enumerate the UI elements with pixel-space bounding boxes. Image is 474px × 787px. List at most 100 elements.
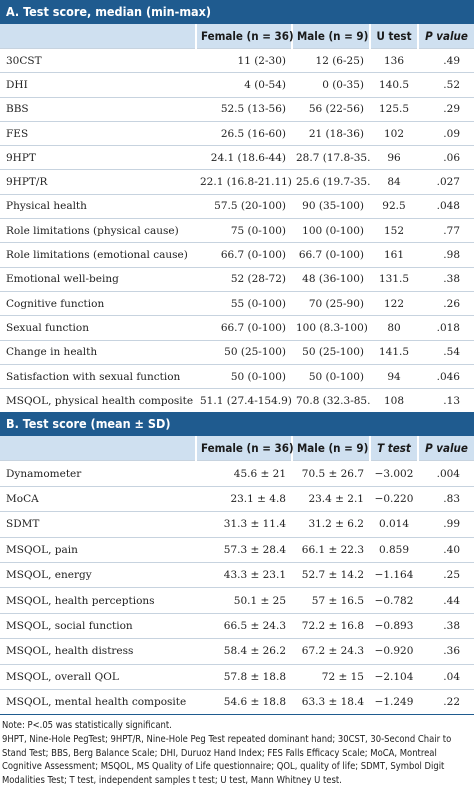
test-statistic: −0.220 xyxy=(370,485,418,512)
female-value: 11 (2-30) xyxy=(196,47,292,73)
test-statistic: −2.104 xyxy=(370,663,418,690)
female-value: 24.1 (18.6-44) xyxy=(196,145,292,170)
row-label: 30CST xyxy=(0,47,196,73)
male-value: 100 (0-100) xyxy=(292,218,370,243)
male-value: 0 (0-35) xyxy=(292,72,370,98)
table-row: BBS 52.5 (13-56) 56 (22-56) 125.5.29 xyxy=(0,96,474,122)
row-label: Change in health xyxy=(0,339,196,365)
male-value: 67.2 ± 24.3 xyxy=(292,638,370,665)
test-statistic: 125.5 xyxy=(370,96,418,122)
test-statistic: −1.164 xyxy=(370,562,418,588)
p-value: .018 xyxy=(418,315,474,341)
p-value: .29 xyxy=(418,96,474,122)
table-row: MoCA 23.1 ± 4.8 23.4 ± 2.1 −0.220.83 xyxy=(0,485,474,512)
p-value: .83 xyxy=(418,485,474,512)
table-row: Cognitive function 55 (0-100) 70 (25-90) 12… xyxy=(0,290,474,316)
test-statistic: 102 xyxy=(370,120,418,146)
female-value: 22.1 (16.8-21.11) xyxy=(196,169,292,195)
test-statistic: 140.5 xyxy=(370,72,418,98)
header-u-test: U test xyxy=(370,24,419,49)
test-statistic: −0.893 xyxy=(370,612,418,639)
p-value: .38 xyxy=(418,266,474,292)
male-value: 48 (36-100) xyxy=(292,266,370,292)
test-statistic: 84 xyxy=(370,169,418,195)
table-row: MSQOL, pain 57.3 ± 28.4 66.1 ± 22.3 0.859.4… xyxy=(0,536,474,563)
abbreviations-note: 9HPT, Nine-Hole PegTest; 9HPT/R, Nine-Ho… xyxy=(2,733,452,786)
p-value: .04 xyxy=(418,663,474,690)
header-female: Female (n = 36) xyxy=(196,436,294,461)
row-label: MoCA xyxy=(0,485,196,512)
table-row: Sexual function 66.7 (0-100) 100 (8.3-100)… xyxy=(0,315,474,341)
table-row: Role limitations (emotional cause) 66.7 (… xyxy=(0,242,474,268)
test-statistic: 94 xyxy=(370,363,418,389)
table-row: 30CST 11 (2-30) 12 (6-25) 136.49 xyxy=(0,47,474,73)
table-a: Female (n = 36) Male (n = 9) U test P va… xyxy=(0,24,474,413)
table-row: MSQOL, physical health composite 51.1 (27… xyxy=(0,388,474,413)
female-value: 45.6 ± 21 xyxy=(196,460,292,487)
table-row: 9HPT/R22.1 (16.8-21.11)25.6 (19.7-35.1)8… xyxy=(0,169,474,195)
row-label: 9HPT xyxy=(0,145,196,170)
female-value: 43.3 ± 23.1 xyxy=(196,562,292,588)
male-value: 28.7 (17.8-35.9) xyxy=(292,145,370,170)
male-value: 100 (8.3-100) xyxy=(292,315,370,341)
female-value: 52 (28-72) xyxy=(196,266,292,292)
header-male: Male (n = 9) xyxy=(292,24,371,49)
test-statistic: 96 xyxy=(370,145,418,170)
male-value: 90 (35-100) xyxy=(292,193,370,219)
male-value: 70.5 ± 26.7 xyxy=(292,460,370,487)
male-value: 66.7 (0-100) xyxy=(292,242,370,268)
table-notes: Note: P<.05 was statistically significan… xyxy=(0,714,474,787)
section-a-title: A. Test score, median (min-max) xyxy=(0,0,474,24)
female-value: 66.7 (0-100) xyxy=(196,242,292,268)
row-label: MSQOL, energy xyxy=(0,562,196,588)
header-male: Male (n = 9) xyxy=(292,436,371,461)
row-label: MSQOL, health distress xyxy=(0,638,196,665)
p-value: .49 xyxy=(418,47,474,73)
table-row: Role limitations (physical cause) 75 (0-1… xyxy=(0,218,474,243)
table-row: SDMT 31.3 ± 11.4 31.2 ± 6.2 0.014.99 xyxy=(0,511,474,538)
row-label: FES xyxy=(0,120,196,146)
p-value: .09 xyxy=(418,120,474,146)
female-value: 58.4 ± 26.2 xyxy=(196,638,292,665)
test-statistic: 152 xyxy=(370,218,418,243)
test-statistic: 92.5 xyxy=(370,193,418,219)
header-label xyxy=(0,24,197,49)
male-value: 12 (6-25) xyxy=(292,47,370,73)
female-value: 57.8 ± 18.8 xyxy=(196,663,292,690)
row-label: Dynamometer xyxy=(0,460,196,487)
table-row: MSQOL, health distress 58.4 ± 26.2 67.2 ± … xyxy=(0,638,474,665)
p-value: .54 xyxy=(418,339,474,365)
row-label: Satisfaction with sexual function xyxy=(0,363,196,389)
row-label: BBS xyxy=(0,96,196,122)
male-value: 70 (25-90) xyxy=(292,290,370,316)
male-value: 21 (18-36) xyxy=(292,120,370,146)
male-value: 31.2 ± 6.2 xyxy=(292,511,370,538)
header-label xyxy=(0,436,197,461)
test-statistic: −0.782 xyxy=(370,587,418,614)
table-row: Change in health 50 (25-100) 50 (25-100) 14… xyxy=(0,339,474,365)
table-row: Dynamometer 45.6 ± 21 70.5 ± 26.7 −3.002.00… xyxy=(0,460,474,487)
p-value: .004 xyxy=(418,460,474,487)
test-statistic: 0.014 xyxy=(370,511,418,538)
significance-note: Note: P<.05 was statistically significan… xyxy=(2,720,172,732)
male-value: 70.8 (32.3-85.1) xyxy=(292,388,370,413)
male-value: 25.6 (19.7-35.1) xyxy=(292,169,370,195)
p-value: .027 xyxy=(418,169,474,195)
female-value: 50 (0-100) xyxy=(196,363,292,389)
female-value: 31.3 ± 11.4 xyxy=(196,511,292,538)
test-statistic: 131.5 xyxy=(370,266,418,292)
male-value: 72 ± 15 xyxy=(292,663,370,690)
row-label: MSQOL, mental health composite xyxy=(0,688,196,715)
table-row: FES 26.5 (16-60) 21 (18-36) 102.09 xyxy=(0,120,474,146)
row-label: Cognitive function xyxy=(0,290,196,316)
row-label: DHI xyxy=(0,72,196,98)
row-label: MSQOL, overall QOL xyxy=(0,663,196,690)
female-value: 75 (0-100) xyxy=(196,218,292,243)
p-value: .26 xyxy=(418,290,474,316)
test-statistic: 80 xyxy=(370,315,418,341)
row-label: MSQOL, physical health composite xyxy=(0,388,196,413)
female-value: 4 (0-54) xyxy=(196,72,292,98)
table-row: MSQOL, health perceptions 50.1 ± 25 57 ± 1… xyxy=(0,587,474,614)
test-statistic: 136 xyxy=(370,47,418,73)
